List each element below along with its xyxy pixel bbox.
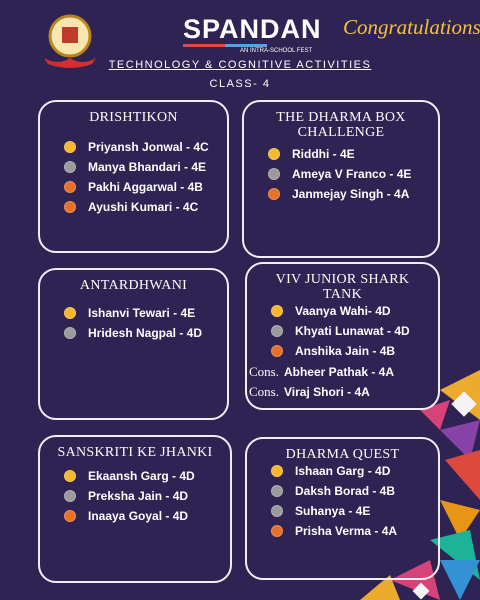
winner-name: Janmejay Singh - 4A [292,187,410,201]
medal-icon [64,490,76,502]
medal-icon [271,525,283,537]
medal-icon [64,181,76,193]
winner-name: Riddhi - 4E [292,147,355,161]
entry: Vaanya Wahi- 4D [271,304,391,318]
class-label: CLASS- 4 [209,78,271,90]
entry: Ekaansh Garg - 4D [64,469,195,483]
card-title: THE DHARMA BOX CHALLENGE [276,110,406,140]
winner-name: Suhanya - 4E [295,504,371,518]
card: SANSKRITI KE JHANKI Ekaansh Garg - 4D Prek… [38,435,232,583]
brand: SPANDAN [183,14,322,44]
winner-name: Daksh Borad - 4B [295,484,396,498]
winner-name: Ishanvi Tewari - 4E [88,306,196,320]
cons-label: Cons. [249,384,279,399]
entry: Janmejay Singh - 4A [268,187,409,201]
entry: Anshika Jain - 4B [271,344,395,358]
card-title: ANTARDHWANI [79,278,188,293]
cons-label: Cons. [249,364,279,379]
medal-icon [271,485,283,497]
winner-name: Khyati Lunawat - 4D [295,324,410,338]
entry: Riddhi - 4E [268,147,355,161]
entry: Cons. Abheer Pathak - 4A [249,364,395,380]
medal-icon [268,148,280,160]
card-title: VIV JUNIOR SHARK TANK [275,272,410,302]
winner-name: Inaaya Goyal - 4D [88,509,189,523]
medal-icon [64,161,76,173]
winner-name: Anshika Jain - 4B [295,344,396,358]
card: VIV JUNIOR SHARK TANK Vaanya Wahi- 4D Khya… [245,262,440,410]
medal-icon [271,325,283,337]
medal-icon [64,141,76,153]
winner-name: Ekaansh Garg - 4D [88,469,195,483]
entry: Prisha Verma - 4A [271,524,397,538]
card: ANTARDHWANI Ishanvi Tewari - 4E Hridesh Na… [38,268,229,420]
entry: Inaaya Goyal - 4D [64,509,188,523]
card-title: DHARMA QUEST [285,447,400,462]
entry: Manya Bhandari - 4E [64,160,206,174]
winner-name: Ishaan Garg - 4D [295,464,391,478]
winner-name: Preksha Jain - 4D [88,489,189,503]
entry: Khyati Lunawat - 4D [271,324,410,338]
card-title: SANSKRITI KE JHANKI [57,445,213,460]
card: DRISHTIKON Priyansh Jonwal - 4C Manya Bhan… [38,100,229,253]
greeting: Congratulations! [343,15,480,39]
entry: Pakhi Aggarwal - 4B [64,180,203,194]
medal-icon [64,327,76,339]
medal-icon [271,505,283,517]
subtitle: TECHNOLOGY & COGNITIVE ACTIVITIES [108,59,372,71]
medal-icon [271,305,283,317]
winner-name: Abheer Pathak - 4A [283,365,395,379]
medal-icon [64,510,76,522]
entry: Ishanvi Tewari - 4E [64,306,195,320]
entry: Ameya V Franco - 4E [268,167,411,181]
medal-icon [64,201,76,213]
medal-icon [268,188,280,200]
winner-name: Ameya V Franco - 4E [292,167,412,181]
winner-name: Priyansh Jonwal - 4C [88,140,209,154]
entry: Cons. Viraj Shori - 4A [249,384,370,400]
winner-name: Prisha Verma - 4A [295,524,398,538]
winner-name: Manya Bhandari - 4E [88,160,207,174]
medal-icon [271,345,283,357]
medal-icon [64,307,76,319]
entry: Daksh Borad - 4B [271,484,395,498]
medal-icon [268,168,280,180]
winner-name: Viraj Shori - 4A [283,385,370,399]
entry: Preksha Jain - 4D [64,489,188,503]
entry: Ishaan Garg - 4D [271,464,390,478]
winner-name: Vaanya Wahi- 4D [295,304,391,318]
winner-name: Ayushi Kumari - 4C [88,200,199,214]
entry: Priyansh Jonwal - 4C [64,140,209,154]
entry: Hridesh Nagpal - 4D [64,326,202,340]
card-title: DRISHTIKON [89,110,178,125]
entry: Ayushi Kumari - 4C [64,200,198,214]
entry: Suhanya - 4E [271,504,370,518]
medal-icon [64,470,76,482]
tagline: AN INTRA-SCHOOL FEST [240,48,313,54]
card: THE DHARMA BOX CHALLENGE Riddhi - 4E Ameya… [242,100,440,258]
winner-name: Hridesh Nagpal - 4D [88,326,203,340]
medal-icon [271,465,283,477]
card: DHARMA QUEST Ishaan Garg - 4D Daksh Borad … [245,437,440,580]
winner-name: Pakhi Aggarwal - 4B [88,180,203,194]
